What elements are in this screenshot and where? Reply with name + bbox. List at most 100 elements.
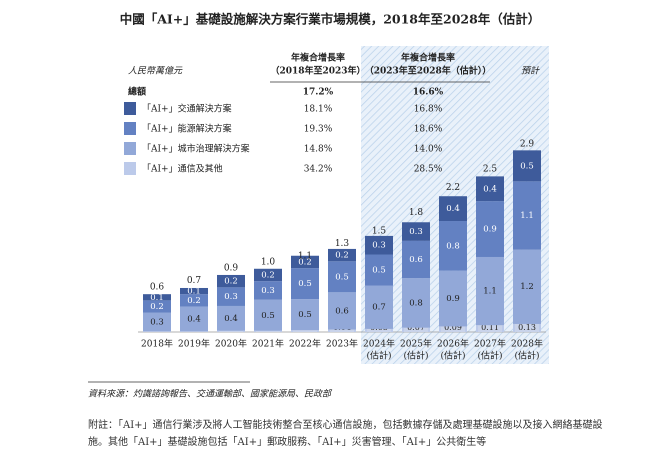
bar-segment <box>513 249 541 324</box>
value-label: 0.4 <box>187 314 201 324</box>
note: 附註：「AI+」通信行業涉及將人工智能技術整合至核心通信設施，包括數據存儲及處理… <box>88 420 603 448</box>
legend-swatch <box>124 102 136 115</box>
value-label: 0.5 <box>261 311 275 321</box>
value-label: 0.5 <box>335 272 349 282</box>
x-tick-label: 2019年 <box>178 338 210 350</box>
value-label: 0.09 <box>444 323 462 332</box>
x-tick-note: (估計) <box>403 350 428 362</box>
x-tick-label: 2021年 <box>252 338 284 350</box>
cagr-header: （2018年至2023年） <box>270 65 365 77</box>
value-label: 0.7 <box>372 303 386 313</box>
legend-label: 「AI+」交通解決方案 <box>142 103 232 115</box>
value-label: 0.9 <box>483 225 497 235</box>
legend-swatch <box>124 162 136 175</box>
bar-segment <box>328 292 356 330</box>
value-label: 0.5 <box>520 161 534 171</box>
label-box <box>478 323 502 332</box>
bar-segment <box>180 287 208 295</box>
value-label: 1.2 <box>520 282 534 292</box>
x-tick-label: 2022年 <box>289 338 321 350</box>
value-label: 0.5 <box>298 310 312 320</box>
unit-label: 人民幣萬億元 <box>128 66 183 77</box>
cagr-header: （2023年至2028年（估計）） <box>365 65 492 77</box>
bar-segment <box>513 150 541 182</box>
value-label: 0.5 <box>372 266 386 276</box>
total-label: 1.0 <box>261 258 276 268</box>
bar-segment <box>402 222 430 241</box>
source: 資料來源：灼識諮詢報告、交通運輸部、國家能源局、民政部 <box>88 389 333 400</box>
value-label: 0.4 <box>483 184 497 194</box>
bar-segment <box>254 268 282 282</box>
bar-segment <box>402 240 430 279</box>
x-tick-label: 2023年 <box>326 338 358 350</box>
cagr-value: 14.8% <box>304 145 333 155</box>
cagr-value: 18.6% <box>414 125 443 135</box>
x-tick-label: 2027年 <box>474 338 506 350</box>
value-label: 0.4 <box>224 314 238 324</box>
bar-segment <box>291 299 319 331</box>
value-label: 1.1 <box>483 287 497 297</box>
cagr-value: 17.2% <box>303 88 334 98</box>
value-label: 0.8 <box>409 298 423 308</box>
value-label: 0.5 <box>298 279 312 289</box>
bar-segment <box>365 235 393 255</box>
value-label: 0.3 <box>409 227 423 237</box>
value-label: 0.2 <box>335 251 349 261</box>
value-label: 0.2 <box>187 296 201 306</box>
bar-segment <box>143 300 171 313</box>
cagr-value: 18.1% <box>304 105 333 115</box>
value-label: 0.3 <box>372 241 386 251</box>
bar-segment <box>180 294 208 307</box>
label-box <box>441 323 465 332</box>
value-label: 0.9 <box>446 294 460 304</box>
value-label: 0.3 <box>150 318 164 328</box>
cagr-value: 14.0% <box>414 145 443 155</box>
bar-segment <box>217 287 245 306</box>
value-label: 0.13 <box>518 323 536 332</box>
total-label: 1.5 <box>372 227 387 237</box>
bar-segment <box>476 201 504 257</box>
label-box <box>515 323 539 332</box>
bar-segment <box>476 256 504 326</box>
legend-label: 「AI+」城市治理解決方案 <box>142 143 250 155</box>
x-tick-label: 2028年 <box>511 338 543 350</box>
cagr-value: 19.3% <box>304 125 333 135</box>
x-tick-label: 2020年 <box>215 338 247 350</box>
forecast-label: 預計 <box>521 66 540 77</box>
chart-title: 中國「AI+」基礎設施解決方案行業市場規模，2018年至2028年（估計） <box>120 12 541 27</box>
bar-segment <box>328 261 356 293</box>
bar-segment <box>439 196 467 222</box>
total-label: 0.7 <box>187 276 202 286</box>
cagr-value: 16.8% <box>414 105 443 115</box>
bar-segment <box>180 306 208 332</box>
bar-segment <box>365 285 393 329</box>
value-label: 0.1 <box>187 287 201 297</box>
x-tick-note: (估計) <box>477 350 502 362</box>
x-tick-label: 2025年 <box>400 338 432 350</box>
cagr-value: 34.2% <box>304 165 333 175</box>
bar-segment <box>439 270 467 327</box>
legend-label: 總額 <box>128 86 146 98</box>
cagr-header: 年複合增長率 <box>401 52 455 64</box>
bar-segment <box>254 281 282 300</box>
total-label: 2.2 <box>446 183 460 193</box>
cagr-header: 年複合增長率 <box>291 52 345 64</box>
value-label: 0.2 <box>298 257 312 267</box>
bar-segment <box>402 278 430 328</box>
legend-label: 「AI+」通信及其他 <box>142 163 223 175</box>
x-tick-note: (估計) <box>440 350 465 362</box>
total-label: 2.9 <box>520 140 535 150</box>
x-tick-label: 2024年 <box>363 338 395 350</box>
bar-segment <box>439 221 467 271</box>
bar-segment <box>328 248 356 262</box>
bar-segment <box>513 181 541 250</box>
bar-segment <box>365 254 393 286</box>
value-label: 0.4 <box>446 204 460 214</box>
value-label: 0.2 <box>150 302 164 312</box>
value-label: 0.2 <box>224 277 238 287</box>
cagr-value: 16.6% <box>413 88 444 98</box>
value-label: 0.6 <box>409 255 423 265</box>
x-tick-note: (估計) <box>514 350 539 362</box>
x-tick-label: 2026年 <box>437 338 469 350</box>
